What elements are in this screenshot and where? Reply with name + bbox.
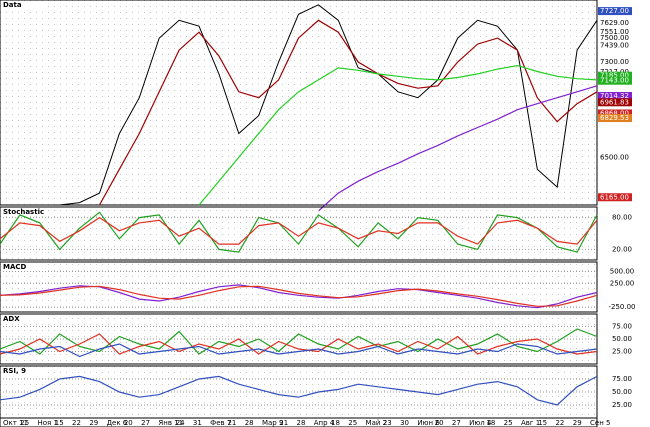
date-label: 28 xyxy=(297,419,306,427)
y-tick-label: 75.00 xyxy=(612,375,632,383)
date-label: 30 xyxy=(400,419,409,427)
series-line xyxy=(0,4,598,206)
price-label-bg xyxy=(598,28,632,37)
date-label: 20 xyxy=(124,419,133,427)
price-label: 6961.83 xyxy=(600,98,629,106)
date-label: 24 xyxy=(176,419,185,427)
date-label: 20 xyxy=(435,419,444,427)
date-label: 21 xyxy=(279,419,288,427)
y-tick-label: 250.00 xyxy=(610,279,635,287)
date-label: Май 2 xyxy=(366,419,388,427)
panel-title: MACD xyxy=(3,263,27,271)
date-label: 27 xyxy=(141,419,150,427)
series-line xyxy=(317,85,598,212)
series-line xyxy=(0,343,598,358)
series-line xyxy=(0,328,598,355)
price-label-bg xyxy=(598,193,632,202)
panel-title: Data xyxy=(3,1,22,9)
price-label: 6868.00 xyxy=(600,109,629,117)
panel-title-bg xyxy=(1,208,45,216)
price-label: 7500.00 xyxy=(600,34,629,42)
price-label: 7143.00 xyxy=(600,77,629,85)
date-label: 18 xyxy=(486,419,495,427)
price-label-bg xyxy=(598,98,632,107)
series-line xyxy=(98,19,598,206)
date-label: Апр 4 xyxy=(314,419,335,427)
y-tick-label: 75.00 xyxy=(612,323,632,331)
date-label: 29 xyxy=(573,419,582,427)
date-label: 15 xyxy=(538,419,547,427)
series-line xyxy=(0,375,598,406)
price-label-bg xyxy=(598,153,632,162)
price-label: 7629.00 xyxy=(600,19,629,27)
panel-bg xyxy=(0,206,598,261)
series-line xyxy=(0,285,598,307)
price-label-bg xyxy=(598,109,632,118)
y-tick-label: 50.00 xyxy=(612,335,632,343)
date-label: Дек 6 xyxy=(107,419,128,427)
series-line xyxy=(198,64,598,206)
panel-title: Stochastic xyxy=(3,208,44,216)
price-label-bg xyxy=(598,71,632,80)
price-label-bg xyxy=(598,57,632,66)
date-label: Ноя 1 xyxy=(38,419,58,427)
date-label: 25 xyxy=(504,419,513,427)
panel-title-bg xyxy=(1,315,45,323)
date-label: 23 xyxy=(383,419,392,427)
series-line xyxy=(0,333,598,355)
price-label: 7727.00 xyxy=(600,7,629,15)
price-label-bg xyxy=(598,92,632,101)
date-label: 31 xyxy=(193,419,202,427)
y-tick-label: 25.00 xyxy=(612,401,632,409)
price-label-bg xyxy=(598,34,632,43)
y-tick-label: 20.00 xyxy=(612,245,632,253)
date-label: Фев 7 xyxy=(210,419,231,427)
y-tick-label: 25.00 xyxy=(612,348,632,356)
date-label: Окт 11 xyxy=(3,419,28,427)
date-label: 25 xyxy=(20,419,29,427)
series-line xyxy=(0,211,598,253)
date-label: 21 xyxy=(227,419,236,427)
panel-bg xyxy=(0,0,598,206)
price-label: 7300.00 xyxy=(600,58,629,66)
date-axis xyxy=(0,417,598,427)
price-label: 6165.00 xyxy=(600,193,629,201)
price-label: 7551.00 xyxy=(600,28,629,36)
panel-title: RSI, 9 xyxy=(3,367,26,375)
price-label-bg xyxy=(598,7,632,16)
panel-title-bg xyxy=(1,1,45,9)
price-label: 6500.00 xyxy=(600,153,629,161)
price-label-bg xyxy=(598,76,632,85)
y-tick-label: 50.00 xyxy=(612,388,632,396)
y-tick-label: 80.00 xyxy=(612,214,632,222)
date-label: Янв 11 xyxy=(158,419,183,427)
date-label: 27 xyxy=(452,419,461,427)
series-line xyxy=(0,216,598,245)
date-label: Мар 9 xyxy=(262,419,283,427)
panel-title-bg xyxy=(1,263,45,271)
date-label: 28 xyxy=(245,419,254,427)
y-tick-label: 500.00 xyxy=(610,268,635,276)
date-label: 18 xyxy=(331,419,340,427)
price-label: 7439.00 xyxy=(600,41,629,49)
date-label: Июн 6 xyxy=(417,419,440,427)
y-tick-label: -250.00 xyxy=(608,303,635,311)
price-label: 7185.00 xyxy=(600,72,629,80)
date-label: 25 xyxy=(348,419,357,427)
date-label: Авг 1 xyxy=(521,419,540,427)
date-label: 29 xyxy=(89,419,98,427)
price-label-bg xyxy=(598,114,632,123)
price-label-bg xyxy=(598,41,632,50)
date-label: Июл 4 xyxy=(469,419,492,427)
date-label: 22 xyxy=(72,419,81,427)
price-label: 6829.53 xyxy=(600,114,629,122)
date-label: 22 xyxy=(555,419,564,427)
price-label: 7014.32 xyxy=(600,92,629,100)
date-label: 15 xyxy=(55,419,64,427)
date-label: Сен 5 xyxy=(590,419,610,427)
price-label-bg xyxy=(598,18,632,27)
panel-title: ADX xyxy=(3,315,20,323)
panel-title-bg xyxy=(1,367,45,375)
